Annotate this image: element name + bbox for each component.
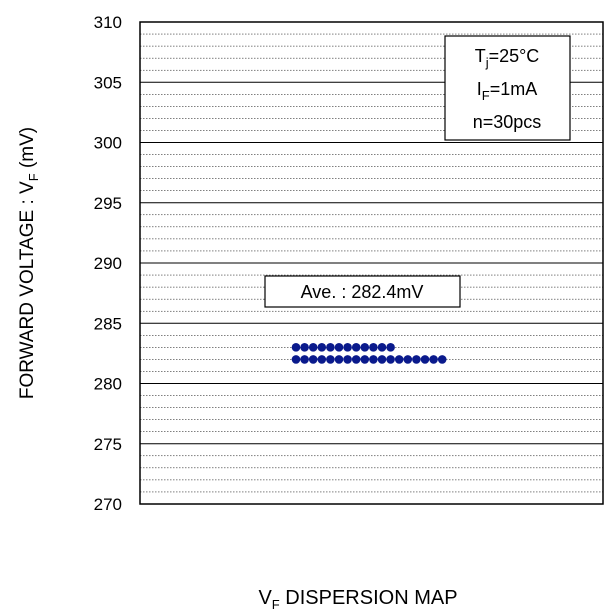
- condition-if: IF=1mA: [477, 79, 538, 103]
- data-point: [300, 343, 309, 352]
- data-point: [403, 355, 413, 364]
- y-tick-label: 270: [94, 495, 122, 514]
- data-point: [351, 343, 361, 352]
- data-point: [343, 355, 352, 364]
- y-tick-label: 310: [94, 13, 122, 32]
- data-point: [386, 343, 395, 352]
- data-point: [308, 343, 318, 352]
- data-point: [377, 355, 387, 364]
- y-axis-ticks: 310 305 300 295 290 285 280 275 270: [94, 13, 122, 514]
- data-point: [360, 343, 370, 352]
- data-point: [360, 355, 370, 364]
- data-point: [334, 355, 344, 364]
- y-tick-label: 305: [94, 73, 122, 92]
- plot-frame: [139, 21, 604, 505]
- average-label: Ave. : 282.4mV: [301, 282, 424, 302]
- data-point: [369, 355, 378, 364]
- data-point: [386, 355, 395, 364]
- data-point: [369, 343, 378, 352]
- conditions-box: Tj=25°C IF=1mA n=30pcs: [444, 35, 571, 141]
- y-tick-label: 280: [94, 375, 122, 394]
- data-point: [351, 355, 361, 364]
- data-point: [317, 343, 327, 352]
- average-annotation: Ave. : 282.4mV: [264, 275, 461, 308]
- data-point: [308, 355, 318, 364]
- data-point: [326, 355, 335, 364]
- y-tick-label: 300: [94, 134, 122, 153]
- data-point: [437, 355, 447, 364]
- data-point: [377, 343, 387, 352]
- data-point: [317, 355, 327, 364]
- data-point: [429, 355, 438, 364]
- data-point: [291, 343, 301, 352]
- condition-n: n=30pcs: [473, 112, 542, 132]
- y-tick-label: 285: [94, 314, 122, 333]
- y-axis-label: FORWARD VOLTAGE : VF (mV): [17, 127, 41, 399]
- y-tick-label: 275: [94, 435, 122, 454]
- data-points: [291, 343, 447, 364]
- major-gridlines: [140, 81, 603, 445]
- y-tick-label: 295: [94, 194, 122, 213]
- data-point: [394, 355, 404, 364]
- data-point: [326, 343, 335, 352]
- data-point: [334, 343, 344, 352]
- data-point: [343, 343, 352, 352]
- y-tick-label: 290: [94, 254, 122, 273]
- data-point: [291, 355, 301, 364]
- data-point: [412, 355, 421, 364]
- data-point: [420, 355, 430, 364]
- condition-tj: Tj=25°C: [475, 46, 540, 70]
- chart-caption: VF DISPERSION MAP: [258, 587, 457, 612]
- data-point: [300, 355, 309, 364]
